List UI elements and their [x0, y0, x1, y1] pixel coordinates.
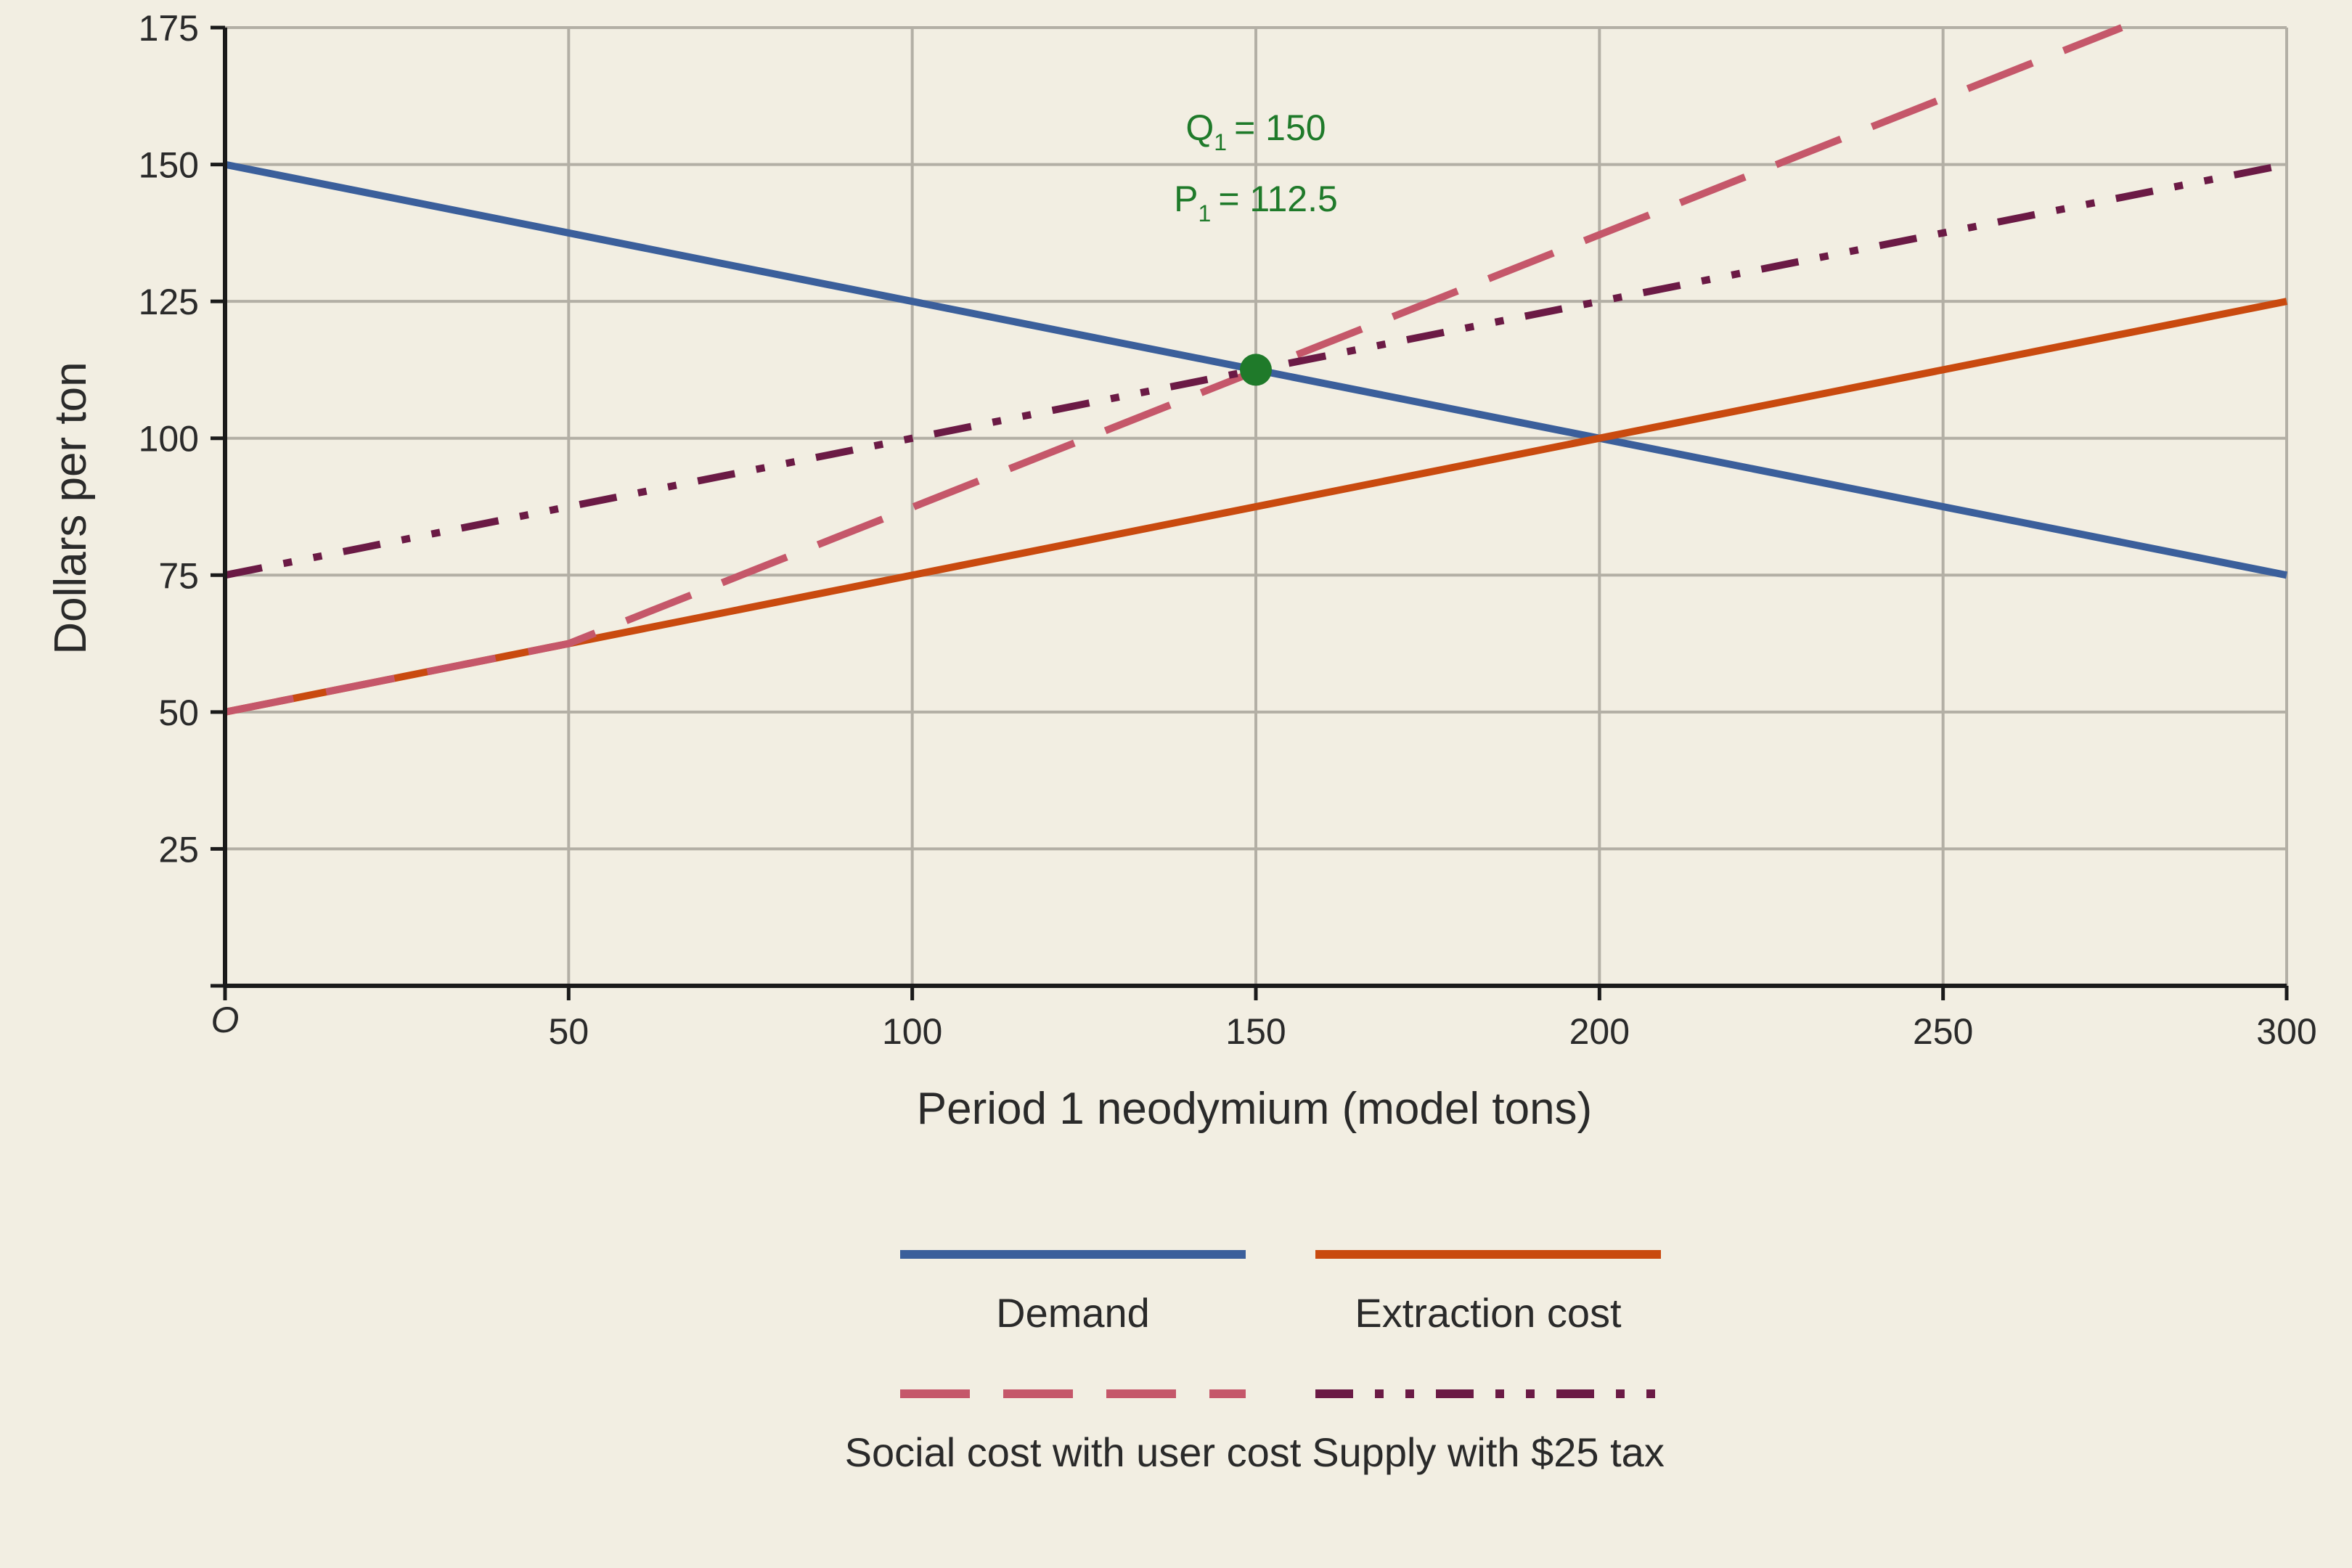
legend: Demand Extraction cost Social cost with us… [845, 1250, 1665, 1475]
y-tick-label: 175 [139, 8, 199, 49]
x-tick-label: 50 [549, 1011, 589, 1052]
quantity-annotation: Q1 = 150 [1185, 107, 1326, 155]
equilibrium-group [1240, 354, 1272, 386]
p-prefix: P [1174, 179, 1198, 219]
y-tick-label: 75 [158, 555, 199, 596]
x-tick-label: 150 [1225, 1011, 1286, 1052]
x-tick-label: 300 [2256, 1011, 2316, 1052]
x-axis-label: Period 1 neodymium (model tons) [917, 1084, 1592, 1134]
origin-label: O [211, 1000, 240, 1040]
y-tick-label: 150 [139, 145, 199, 186]
q-value: = 150 [1234, 107, 1326, 148]
p-subscript: 1 [1199, 200, 1212, 226]
y-axis-label: Dollars per ton [46, 362, 96, 654]
axes [211, 25, 2289, 1000]
grid [225, 26, 2288, 986]
series-line [224, 24, 2123, 716]
y-tick-label: 100 [139, 419, 199, 460]
equilibrium-annotation: Q1 = 150 P1 = 112.5 [1174, 107, 1338, 226]
q-prefix: Q [1185, 107, 1214, 148]
y-tick-label: 25 [158, 829, 199, 870]
y-tick-label: 125 [139, 282, 199, 322]
price-annotation: P1 = 112.5 [1174, 179, 1338, 226]
p-value: = 112.5 [1218, 179, 1338, 219]
tick-labels: 50 100 150 200 250 300 25 50 75 100 125 150 175 O [139, 8, 2317, 1052]
x-tick-label: 250 [1913, 1011, 1973, 1052]
series-line [224, 160, 2287, 579]
y-tick-label: 50 [158, 693, 199, 733]
legend-label: Extraction cost [1355, 1290, 1622, 1336]
q-subscript: 1 [1214, 129, 1227, 155]
legend-label: Social cost with user cost [845, 1429, 1302, 1475]
x-tick-label: 100 [882, 1011, 942, 1052]
legend-label: Supply with $25 tax [1312, 1429, 1665, 1475]
equilibrium-point [1240, 354, 1272, 386]
x-tick-label: 200 [1569, 1011, 1630, 1052]
legend-label: Demand [996, 1290, 1150, 1336]
